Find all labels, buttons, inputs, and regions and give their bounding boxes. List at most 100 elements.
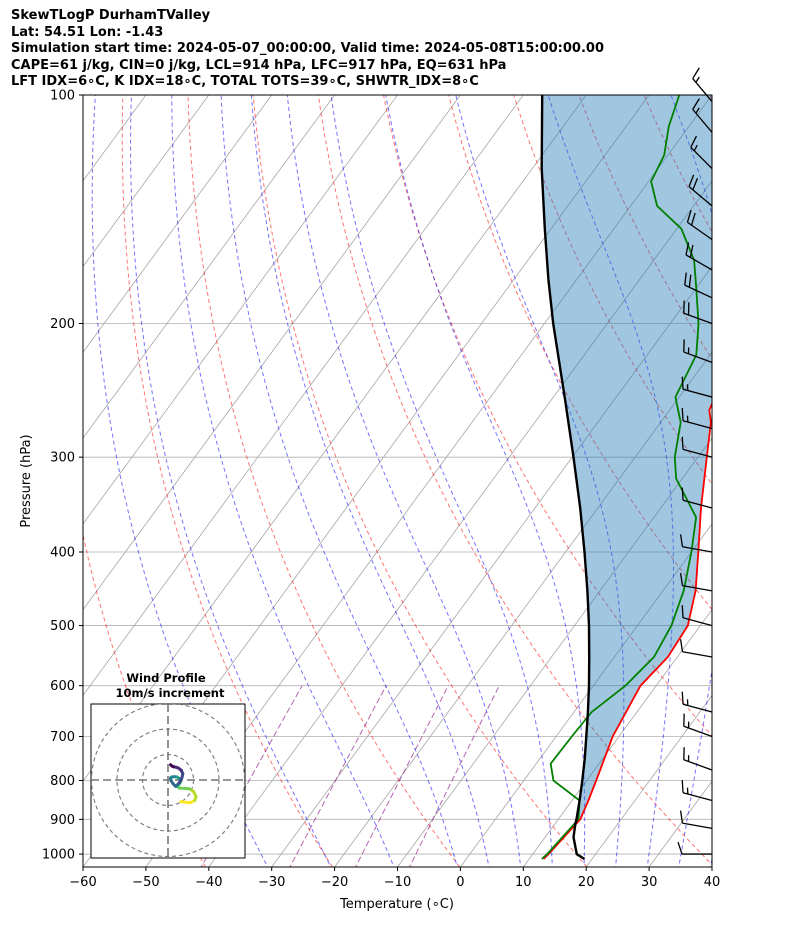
barb-flag (681, 780, 684, 793)
y-tick-label: 800 (50, 774, 75, 789)
barb-shaft (682, 546, 713, 553)
wind-barb (683, 339, 713, 363)
mixing-ratio-line (409, 685, 500, 867)
barb-flag (689, 244, 694, 258)
x-tick-label: 40 (704, 875, 721, 890)
temperature-profile (542, 401, 712, 860)
isotherm-line (334, 351, 712, 867)
cape-shading (541, 95, 712, 859)
dry-adiabat (252, 95, 588, 867)
barb-half-flag (695, 76, 700, 83)
wind-barb (688, 174, 713, 207)
y-tick-label: 400 (50, 546, 75, 561)
chart-header: SkewTLogP DurhamTValley Lat: 54.51 Lon: … (11, 8, 604, 91)
stability-indices-1: CAPE=61 j/kg, CIN=0 j/kg, LCL=914 hPa, L… (11, 57, 507, 73)
moist-adiabat (130, 95, 332, 867)
station-location: Lat: 54.51 Lon: -1.43 (11, 24, 164, 40)
cape-region (541, 95, 712, 859)
wind-barb (681, 691, 713, 713)
x-tick-label: 20 (578, 875, 595, 890)
dry-adiabat (513, 95, 712, 485)
wind-profile-inset: Wind Profile 10m/s increment (90, 671, 246, 859)
background-grid (83, 95, 794, 867)
barb-half-flag (693, 144, 698, 152)
isotherm-line (460, 523, 712, 867)
barb-flag (679, 639, 684, 652)
isotherm-line (83, 95, 335, 439)
y-tick-label: 500 (50, 619, 75, 634)
barb-flag (690, 212, 696, 226)
y-tick-label: 1000 (42, 848, 75, 863)
y-tick-label: 300 (50, 451, 75, 466)
barb-flag (692, 98, 700, 110)
wind-barb (677, 841, 712, 855)
dry-adiabat (187, 95, 461, 867)
wind-barb (681, 376, 713, 398)
barb-flag (679, 534, 684, 547)
wind-barb (684, 272, 713, 299)
wind-barb (690, 135, 713, 170)
barb-shaft (682, 651, 713, 658)
wind-barb (681, 487, 713, 509)
dewpoint-profile (541, 95, 700, 860)
barb-flag (681, 376, 684, 390)
isotherm-line (83, 95, 210, 268)
wind-barb (681, 408, 713, 430)
barb-shaft (692, 78, 713, 102)
barb-flag (679, 810, 684, 824)
x-tick-label: −30 (258, 875, 285, 890)
isotherm-line (83, 95, 461, 611)
stability-indices-2: LFT IDX=6∘C, K IDX=18∘C, TOTAL TOTS=39∘C… (11, 74, 479, 89)
barb-flag (692, 67, 700, 79)
dry-adiabat (708, 95, 712, 102)
barb-half-flag (695, 107, 700, 114)
isotherm-line (585, 694, 712, 867)
barb-flag (681, 605, 684, 618)
moist-adiabat (250, 95, 490, 867)
x-tick-label: −40 (195, 875, 222, 890)
isotherm-line (711, 866, 712, 867)
parcel-profile (540, 95, 591, 861)
wind-barb (686, 209, 713, 241)
barb-flag (692, 177, 699, 191)
x-tick-label: −50 (132, 875, 159, 890)
hodograph-segment (169, 763, 174, 768)
x-axis-label: Temperature (∘C) (339, 897, 454, 912)
wind-barb (681, 780, 713, 802)
moist-adiabat (171, 95, 395, 867)
wind-barb (692, 67, 713, 102)
barb-shaft (682, 499, 713, 509)
hodograph-subtitle: 10m/s increment (116, 686, 225, 700)
wind-barbs (677, 67, 713, 855)
dry-adiabat (121, 95, 333, 867)
wind-barb (681, 605, 713, 627)
wind-barb (683, 300, 713, 325)
x-tick-label: −60 (69, 875, 96, 890)
barb-flag (686, 209, 692, 223)
station-title: SkewTLogP DurhamTValley (11, 8, 211, 23)
barb-flag (684, 272, 687, 286)
wind-barb (679, 639, 713, 658)
barb-flag (690, 135, 698, 148)
barb-shaft (682, 617, 713, 627)
barb-flag (681, 487, 684, 501)
wind-barb (679, 810, 713, 830)
isotherm-line (271, 265, 712, 867)
y-tick-label: 100 (50, 89, 75, 104)
y-tick-label: 600 (50, 679, 75, 694)
dry-adiabat (317, 95, 712, 866)
x-tick-label: −20 (321, 875, 348, 890)
wind-barb (683, 747, 713, 771)
isotherm-line (775, 95, 794, 867)
barb-shaft (682, 448, 713, 458)
y-tick-label: 700 (50, 730, 75, 745)
x-tick-label: 0 (456, 875, 464, 890)
dry-adiabat (775, 95, 794, 867)
barb-flag (681, 436, 684, 450)
x-tick-label: −10 (384, 875, 411, 890)
isotherm-line (397, 437, 712, 867)
barb-flag (681, 691, 684, 705)
moist-adiabat (385, 95, 586, 867)
barb-flag (688, 274, 692, 288)
